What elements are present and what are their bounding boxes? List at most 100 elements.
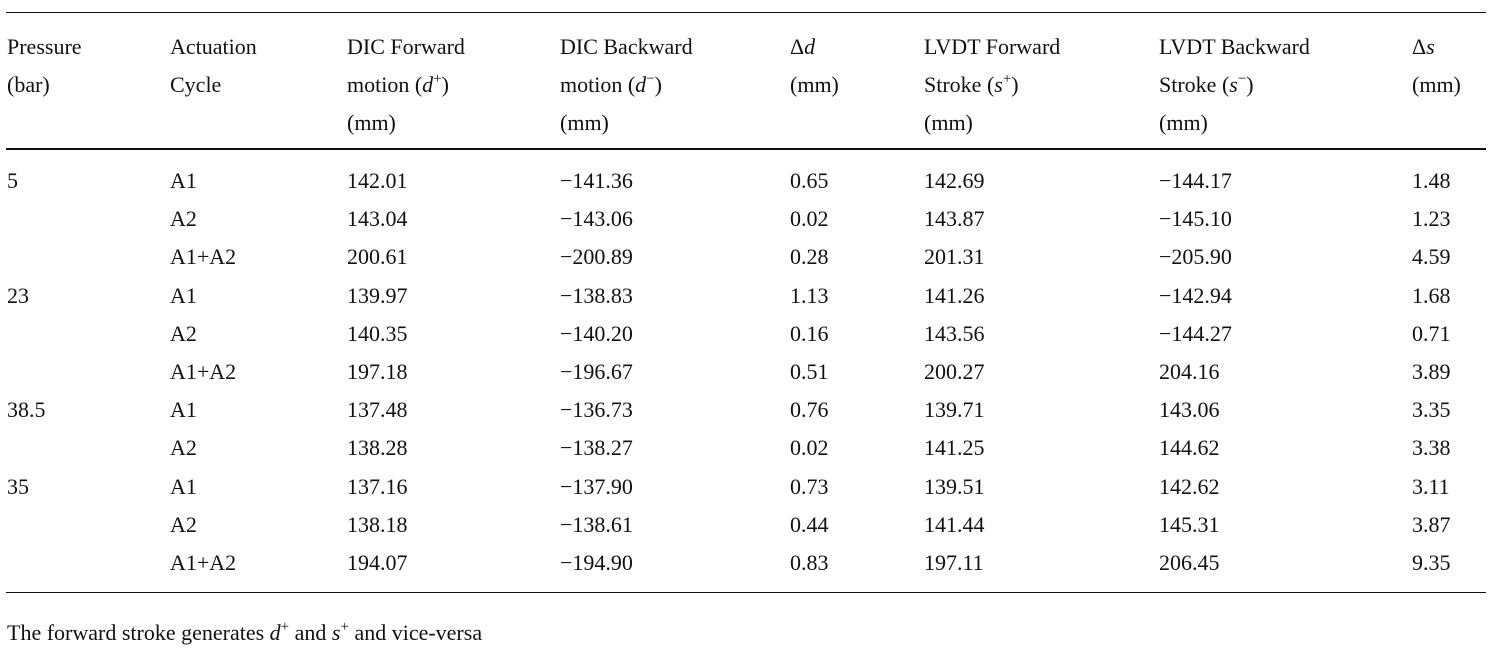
header-line: Δd <box>790 28 839 66</box>
cell-lvdt-backward: −142.94 <box>1159 282 1232 308</box>
cell-lvdt-forward: 141.44 <box>924 511 985 537</box>
cell-lvdt-backward: 142.62 <box>1159 473 1220 499</box>
header-lvdt-backward: LVDT Backward Stroke (s−) (mm) <box>1159 28 1310 142</box>
cell-delta-s: 0.71 <box>1412 320 1451 346</box>
cell-delta-d: 0.73 <box>790 473 829 499</box>
header-line: (mm) <box>1159 110 1208 135</box>
cell-lvdt-backward: 204.16 <box>1159 358 1220 384</box>
cell-actuation-cycle: A1+A2 <box>170 358 237 384</box>
footnote-variable: s <box>331 620 341 645</box>
table-row: A1+A2 194.07 −194.90 0.83 197.11 206.45 9.35 <box>0 544 1491 582</box>
cell-pressure: 38.5 <box>7 397 46 423</box>
cell-dic-forward: 137.16 <box>347 473 408 499</box>
footnote-variable: d <box>269 620 281 645</box>
cell-dic-forward: 140.35 <box>347 320 408 346</box>
header-line: (mm) <box>1412 72 1461 97</box>
cell-lvdt-backward: 145.31 <box>1159 511 1220 537</box>
header-dic-forward: DIC Forward motion (d+) (mm) <box>347 28 465 142</box>
table-row: A2 140.35 −140.20 0.16 143.56 −144.27 0.71 <box>0 315 1491 353</box>
cell-lvdt-backward: −144.27 <box>1159 320 1232 346</box>
table-row: 35 A1 137.16 −137.90 0.73 139.51 142.62 3.11 <box>0 468 1491 506</box>
cell-dic-backward: −200.89 <box>560 244 633 270</box>
cell-lvdt-forward: 197.11 <box>924 549 984 575</box>
header-text: Stroke ( <box>924 72 995 97</box>
header-text: motion ( <box>560 72 636 97</box>
cell-delta-s: 1.68 <box>1412 282 1451 308</box>
cell-dic-backward: −138.27 <box>560 435 633 461</box>
header-line: (bar) <box>7 72 50 97</box>
header-text: motion ( <box>347 72 423 97</box>
table-row: A1+A2 197.18 −196.67 0.51 200.27 204.16 3.89 <box>0 353 1491 391</box>
table-row: A2 138.28 −138.27 0.02 141.25 144.62 3.38 <box>0 429 1491 467</box>
cell-delta-d: 0.02 <box>790 206 829 232</box>
cell-actuation-cycle: A1+A2 <box>170 244 237 270</box>
cell-pressure: 23 <box>7 282 29 308</box>
cell-lvdt-forward: 139.71 <box>924 397 985 423</box>
cell-dic-forward: 137.48 <box>347 397 408 423</box>
cell-delta-d: 0.28 <box>790 244 829 270</box>
cell-delta-d: 0.51 <box>790 358 829 384</box>
cell-lvdt-backward: −144.17 <box>1159 168 1232 193</box>
table-header: Pressure (bar) Actuation Cycle DIC Forwa… <box>0 28 1491 148</box>
table-row: 5 A1 142.01 −141.36 0.65 142.69 −144.17 1.48 <box>0 162 1491 200</box>
header-delta-d: Δd (mm) <box>790 28 839 104</box>
cell-delta-s: 3.38 <box>1412 435 1451 461</box>
header-superscript: − <box>646 71 655 87</box>
header-line: DIC Backward <box>560 34 693 59</box>
cell-dic-forward: 200.61 <box>347 244 408 270</box>
cell-actuation-cycle: A1 <box>170 168 197 193</box>
cell-actuation-cycle: A2 <box>170 320 197 346</box>
cell-actuation-cycle: A2 <box>170 435 197 461</box>
cell-dic-forward: 194.07 <box>347 549 408 575</box>
header-line: Actuation <box>170 34 257 59</box>
table-body: 5 A1 142.01 −141.36 0.65 142.69 −144.17 1.48 A2 1… <box>0 162 1491 582</box>
cell-delta-s: 1.23 <box>1412 206 1451 232</box>
header-line: (mm) <box>790 72 839 97</box>
cell-delta-s: 3.87 <box>1412 511 1451 537</box>
header-variable: s <box>1426 34 1435 59</box>
header-line: (mm) <box>560 110 609 135</box>
cell-delta-d: 0.76 <box>790 397 829 423</box>
cell-actuation-cycle: A2 <box>170 511 197 537</box>
header-lvdt-forward: LVDT Forward Stroke (s+) (mm) <box>924 28 1060 142</box>
header-variable: d <box>635 72 647 97</box>
footnote-superscript: + <box>280 619 290 635</box>
header-line: Stroke (s+) <box>924 66 1060 104</box>
header-variable: d <box>422 72 434 97</box>
cell-delta-s: 3.11 <box>1412 473 1450 499</box>
cell-dic-backward: −140.20 <box>560 320 633 346</box>
header-line: motion (d+) <box>347 66 465 104</box>
cell-lvdt-forward: 143.56 <box>924 320 985 346</box>
cell-dic-backward: −194.90 <box>560 549 633 575</box>
header-variable: s <box>1229 72 1238 97</box>
cell-actuation-cycle: A1 <box>170 397 197 423</box>
cell-dic-backward: −138.61 <box>560 511 633 537</box>
cell-dic-backward: −138.83 <box>560 282 633 308</box>
header-text: Δ <box>790 34 805 59</box>
cell-dic-forward: 143.04 <box>347 206 408 232</box>
header-variable: s <box>994 72 1003 97</box>
cell-dic-forward: 197.18 <box>347 358 408 384</box>
header-actuation-cycle: Actuation Cycle <box>170 28 257 104</box>
header-text: ) <box>1246 72 1254 97</box>
table-row: A1+A2 200.61 −200.89 0.28 201.31 −205.90 4.59 <box>0 238 1491 276</box>
header-superscript: + <box>433 71 442 87</box>
header-text: Stroke ( <box>1159 72 1230 97</box>
cell-lvdt-backward: 143.06 <box>1159 397 1220 423</box>
cell-dic-forward: 138.18 <box>347 511 408 537</box>
cell-delta-s: 3.35 <box>1412 397 1451 423</box>
cell-pressure: 5 <box>7 168 18 193</box>
cell-actuation-cycle: A1 <box>170 282 197 308</box>
cell-delta-d: 0.44 <box>790 511 829 537</box>
table-footnote: The forward stroke generates d+ and s+ a… <box>7 620 482 646</box>
cell-lvdt-backward: −205.90 <box>1159 244 1232 270</box>
header-line: LVDT Backward <box>1159 34 1310 59</box>
table-row: 38.5 A1 137.48 −136.73 0.76 139.71 143.06 3.35 <box>0 391 1491 429</box>
cell-delta-s: 4.59 <box>1412 244 1451 270</box>
cell-delta-d: 0.16 <box>790 320 829 346</box>
cell-lvdt-forward: 141.26 <box>924 282 985 308</box>
cell-delta-d: 1.13 <box>790 282 829 308</box>
cell-lvdt-backward: −145.10 <box>1159 206 1232 232</box>
cell-delta-d: 0.65 <box>790 168 829 193</box>
footnote-text: and vice-versa <box>348 620 483 645</box>
